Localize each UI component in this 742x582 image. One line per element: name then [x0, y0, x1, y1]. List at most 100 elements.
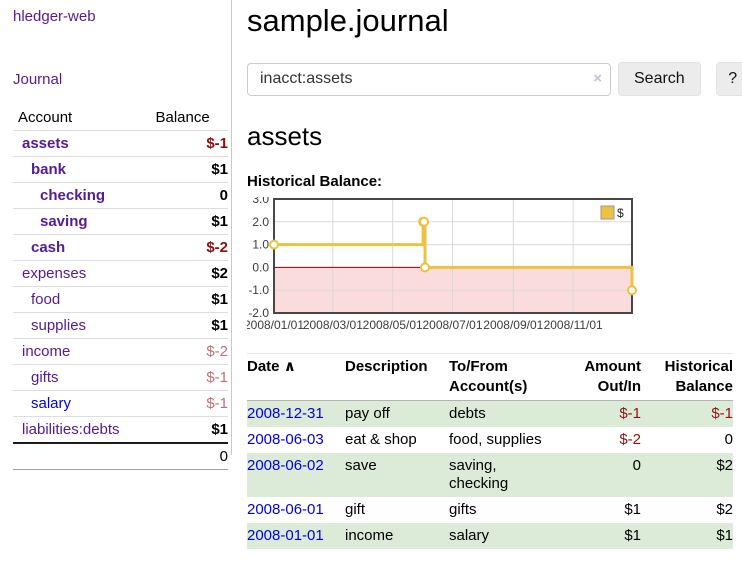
amount-column-header: Amount Out/In: [584, 358, 641, 395]
sidebar: hledger-web Journal Account Balance asse…: [0, 0, 232, 470]
svg-text:-2.0: -2.0: [248, 306, 269, 320]
account-row-bank: bank $1: [13, 157, 228, 183]
transaction-date-link[interactable]: 2008-01-01: [247, 527, 324, 544]
chart-title: Historical Balance:: [247, 173, 383, 190]
page: hledger-web Journal Account Balance asse…: [0, 0, 742, 549]
transaction-accounts: food, supplies: [449, 431, 542, 448]
svg-text:2008/11/01: 2008/11/01: [544, 318, 603, 332]
transaction-description: gift: [345, 501, 366, 518]
svg-text:1.0: 1.0: [252, 238, 269, 252]
clear-search-icon[interactable]: ×: [593, 69, 602, 87]
account-balance: $1: [211, 317, 228, 334]
search-form: × Search ?: [247, 62, 742, 96]
transaction-date-link[interactable]: 2008-12-31: [247, 405, 324, 422]
account-link[interactable]: cash: [31, 239, 66, 256]
account-link[interactable]: assets: [22, 135, 69, 152]
account-balance: $-1: [206, 135, 228, 152]
account-balance: $-2: [206, 343, 228, 360]
transaction-amount: $1: [624, 501, 641, 518]
sidebar-item-journal[interactable]: Journal: [13, 71, 63, 88]
app-title-link[interactable]: hledger-web: [13, 8, 96, 25]
account-link[interactable]: salary: [31, 395, 72, 412]
date-column-header: Date ∧: [247, 358, 296, 375]
svg-text:2008/03/01: 2008/03/01: [303, 318, 363, 332]
transaction-description: pay off: [345, 405, 390, 422]
account-balance: $1: [211, 213, 228, 230]
account-row-saving: saving $1: [13, 209, 228, 235]
account-link[interactable]: saving: [40, 213, 88, 230]
transaction-date-link[interactable]: 2008-06-01: [247, 501, 324, 518]
transaction-balance: $2: [716, 457, 733, 474]
svg-text:$: $: [617, 206, 624, 220]
account-link[interactable]: checking: [40, 187, 106, 204]
main-content: sample.journal × Search ? assets Histori…: [232, 0, 742, 549]
transaction-row: 2008-06-01 gift gifts $1 $2: [247, 497, 733, 523]
account-row-gifts: gifts $-1: [13, 365, 228, 391]
account-row-expenses: expenses $2: [13, 261, 228, 287]
account-balance: 0: [219, 187, 228, 204]
account-column-header: Account: [18, 109, 73, 126]
svg-text:3.0: 3.0: [252, 197, 269, 206]
description-column-header: Description: [345, 358, 428, 375]
search-input[interactable]: [247, 62, 611, 96]
account-balance: $2: [211, 265, 228, 282]
account-row-supplies: supplies $1: [13, 313, 228, 339]
chart-canvas: 3.0 2.0 1.0 0.0 -1.0 -2.02008/01/012008/03/01…: [244, 192, 637, 332]
account-balance: $-1: [206, 395, 228, 412]
account-link[interactable]: supplies: [31, 317, 87, 334]
account-link[interactable]: liabilities:debts: [22, 421, 120, 438]
account-link[interactable]: gifts: [31, 369, 59, 386]
transaction-description: income: [345, 527, 394, 544]
account-balance-table: Account Balance assets $-1 bank $1 check…: [13, 105, 228, 470]
svg-text:-1.0: -1.0: [248, 283, 269, 297]
account-row-checking: checking 0: [13, 183, 228, 209]
account-link[interactable]: food: [31, 291, 61, 308]
transaction-amount: 0: [632, 457, 641, 474]
transaction-balance: 0: [724, 431, 733, 448]
search-button[interactable]: Search: [618, 62, 701, 96]
transaction-accounts: salary: [449, 527, 490, 544]
historical-balance-chart: 3.0 2.0 1.0 0.0 -1.0 -2.0 2008/01/01 2008/03/01…: [244, 192, 667, 339]
transaction-balance: $1: [716, 527, 733, 544]
svg-text:2008/09/01: 2008/09/01: [483, 318, 543, 332]
transaction-row: 2008-12-31 pay off debts $-1 $-1: [247, 400, 733, 427]
svg-text:0.0: 0.0: [252, 260, 269, 274]
svg-text:2.0: 2.0: [252, 215, 269, 229]
account-row-assets: assets $-1: [13, 131, 228, 157]
balance-column-header: Balance: [155, 109, 210, 126]
transaction-row: 2008-01-01 income salary $1 $1: [247, 523, 733, 549]
transaction-row: 2008-06-02 save saving, checking 0 $2: [247, 453, 733, 497]
transaction-balance: $-1: [711, 405, 733, 422]
account-row-cash: cash $-2: [13, 235, 228, 261]
transaction-date-link[interactable]: 2008-06-03: [247, 431, 324, 448]
account-row-food: food $1: [13, 287, 228, 313]
account-link[interactable]: expenses: [22, 265, 87, 282]
transaction-accounts: gifts: [449, 501, 477, 518]
transaction-description: save: [345, 457, 377, 474]
account-row-salary: salary $-1: [13, 391, 228, 417]
svg-text:2008/01/01: 2008/01/01: [247, 318, 304, 332]
account-total-row: 0: [13, 443, 228, 470]
transactions-header-row: Date ∧ Description To/From Account(s) Am…: [247, 353, 733, 401]
account-link[interactable]: bank: [31, 161, 67, 178]
transaction-date-link[interactable]: 2008-06-02: [247, 457, 324, 474]
transaction-accounts: debts: [449, 405, 486, 422]
account-row-liabilities-debts: liabilities:debts $1: [13, 417, 228, 444]
account-balance: $-2: [206, 239, 228, 256]
balance-column-header: Historical Balance: [664, 358, 733, 395]
transaction-accounts: saving, checking: [449, 457, 509, 492]
account-table-header: Account Balance: [13, 105, 228, 131]
transaction-description: eat & shop: [345, 431, 417, 448]
account-row-income: income $-2: [13, 339, 228, 365]
transaction-amount: $1: [624, 527, 641, 544]
transactions-table: Date ∧ Description To/From Account(s) Am…: [247, 353, 733, 549]
page-title: sample.journal: [247, 3, 449, 38]
transaction-balance: $2: [716, 501, 733, 518]
account-link[interactable]: income: [22, 343, 71, 360]
account-balance: $1: [211, 161, 228, 178]
help-button[interactable]: ?: [715, 62, 742, 96]
transaction-amount: $-1: [619, 405, 641, 422]
account-balance: $1: [211, 291, 228, 308]
account-heading: assets: [247, 121, 323, 151]
account-total-balance: 0: [219, 448, 228, 465]
